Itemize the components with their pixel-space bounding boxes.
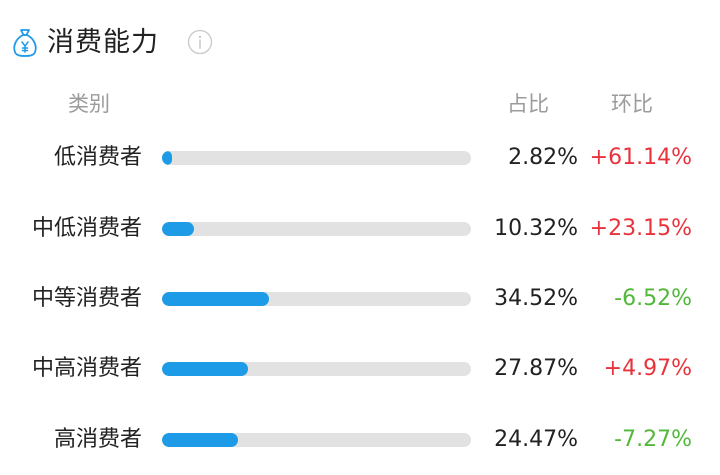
mom-value: +23.15% [589, 216, 692, 241]
mom-value: +4.97% [603, 356, 692, 381]
table-row: 中高消费者 27.87% +4.97% [0, 344, 720, 394]
table-row: 高消费者 24.47% -7.27% [0, 415, 720, 465]
share-bar-track [162, 222, 471, 236]
share-bar-track [162, 362, 471, 376]
share-value: 24.47% [494, 427, 578, 452]
row-label: 中等消费者 [31, 286, 142, 311]
table-row: 中等消费者 34.52% -6.52% [0, 274, 720, 324]
share-bar-fill [162, 292, 269, 306]
share-bar-fill [162, 151, 172, 165]
share-value: 27.87% [494, 356, 578, 381]
info-icon[interactable] [187, 29, 213, 55]
column-header-mom: 环比 [611, 92, 653, 116]
page-title: 消费能力 [47, 27, 159, 58]
row-label: 中高消费者 [31, 356, 142, 381]
share-value: 10.32% [494, 216, 578, 241]
money-bag-icon [13, 29, 37, 57]
share-value: 34.52% [494, 286, 578, 311]
share-bar-fill [162, 222, 194, 236]
row-label: 低消费者 [53, 145, 142, 170]
mom-value: -7.27% [614, 427, 692, 452]
row-label: 中低消费者 [31, 216, 142, 241]
share-bar-fill [162, 362, 248, 376]
table-row: 低消费者 2.82% +61.14% [0, 133, 720, 183]
mom-value: +61.14% [589, 145, 692, 170]
consumption-ability-header: 消费能力 [0, 0, 720, 86]
mom-value: -6.52% [614, 286, 692, 311]
share-value: 2.82% [508, 145, 578, 170]
row-label: 高消费者 [53, 427, 142, 452]
share-bar-track [162, 151, 471, 165]
table-row: 中低消费者 10.32% +23.15% [0, 204, 720, 254]
share-bar-fill [162, 433, 238, 447]
column-header-category: 类别 [68, 92, 110, 116]
share-bar-track [162, 433, 471, 447]
column-header-share: 占比 [507, 92, 549, 116]
share-bar-track [162, 292, 471, 306]
